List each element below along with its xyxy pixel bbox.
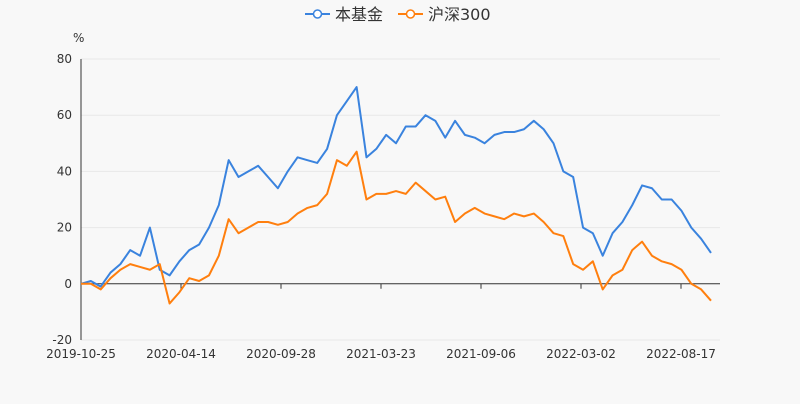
y-tick-label: 20 <box>57 221 72 235</box>
x-tick-label: 2020-09-28 <box>246 347 316 361</box>
legend-marker-0 <box>314 10 322 18</box>
legend-label-1: 沪深300 <box>428 5 491 24</box>
x-tick-label: 2022-03-02 <box>546 347 616 361</box>
y-tick-label: 60 <box>57 108 72 122</box>
x-tick-label: 2022-08-17 <box>646 347 716 361</box>
y-axis-label: % <box>73 31 84 45</box>
x-tick-label: 2021-03-23 <box>346 347 416 361</box>
y-tick-label: 40 <box>57 164 72 178</box>
legend-marker-1 <box>407 10 415 18</box>
legend: 本基金 沪深300 <box>305 5 491 24</box>
x-tick-label: 2020-04-14 <box>146 347 216 361</box>
y-tick-label: 0 <box>64 277 72 291</box>
x-tick-label: 2019-10-25 <box>46 347 116 361</box>
x-tick-label: 2021-09-06 <box>446 347 516 361</box>
legend-label-0: 本基金 <box>335 5 383 24</box>
y-tick-label: 80 <box>57 52 72 66</box>
y-tick-label: -20 <box>52 333 72 347</box>
series-line-0 <box>81 87 711 287</box>
